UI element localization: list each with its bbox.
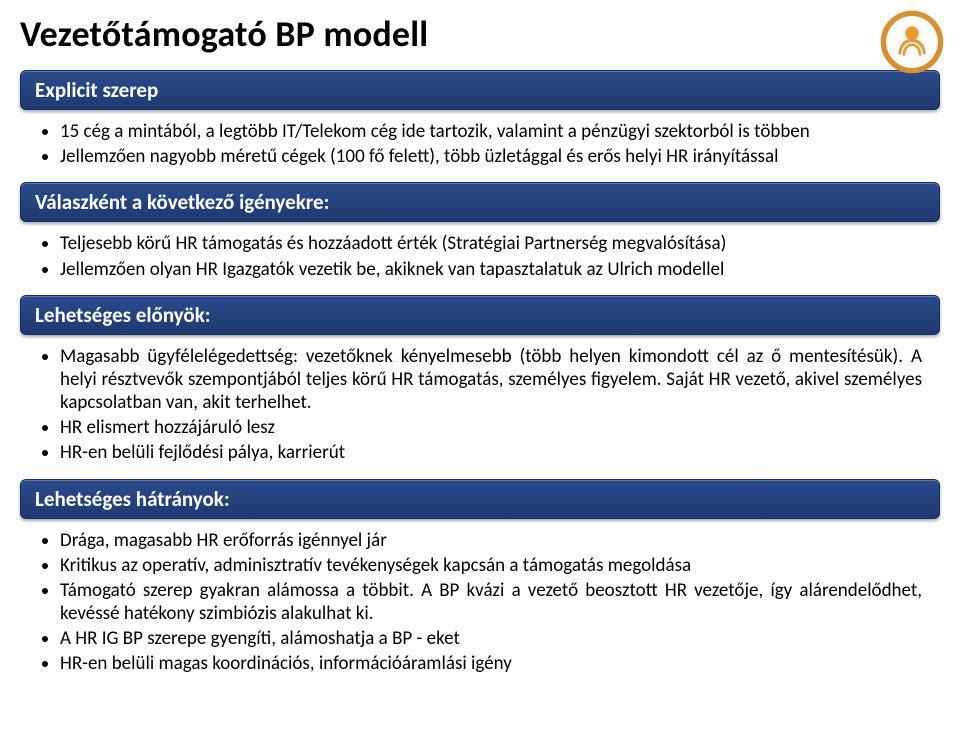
list-item: HR-en belüli fejlődési pálya, karrierút: [60, 441, 922, 464]
list-item: HR-en belüli magas koordinációs, informá…: [60, 652, 922, 675]
slide: Vezetőtámogató BP modell Explicit szerep…: [0, 0, 960, 745]
list-item: Jellemzően olyan HR Igazgatók vezetik be…: [60, 258, 922, 281]
section-body-explicit: 15 cég a mintából, a legtöbb IT/Telekom …: [20, 114, 940, 180]
section-header-needs: Válaszként a következő igényekre:: [20, 182, 940, 222]
brand-logo: [878, 8, 946, 76]
section-header-advantages: Lehetséges előnyök:: [20, 295, 940, 335]
page-title: Vezetőtámogató BP modell: [20, 12, 940, 56]
list-item: Jellemzően nagyobb méretű cégek (100 fő …: [60, 145, 922, 168]
section-header-explicit: Explicit szerep: [20, 70, 940, 110]
list-item: Magasabb ügyfélelégedettség: vezetőknek …: [60, 345, 922, 415]
section-body-disadvantages: Drága, magasabb HR erőforrás igénnyel já…: [20, 523, 940, 688]
list-item: 15 cég a mintából, a legtöbb IT/Telekom …: [60, 120, 922, 143]
list-item: A HR IG BP szerepe gyengíti, alámoshatja…: [60, 627, 922, 650]
section-header-disadvantages: Lehetséges hátrányok:: [20, 479, 940, 519]
list-item: Támogató szerep gyakran alámossa a többi…: [60, 579, 922, 625]
list-item: Teljesebb körű HR támogatás és hozzáadot…: [60, 232, 922, 255]
section-body-advantages: Magasabb ügyfélelégedettség: vezetőknek …: [20, 339, 940, 477]
list-item: Kritikus az operatív, adminisztratív tev…: [60, 554, 922, 577]
section-body-needs: Teljesebb körű HR támogatás és hozzáadot…: [20, 226, 940, 292]
list-item: Drága, magasabb HR erőforrás igénnyel já…: [60, 529, 922, 552]
list-item: HR elismert hozzájáruló lesz: [60, 416, 922, 439]
